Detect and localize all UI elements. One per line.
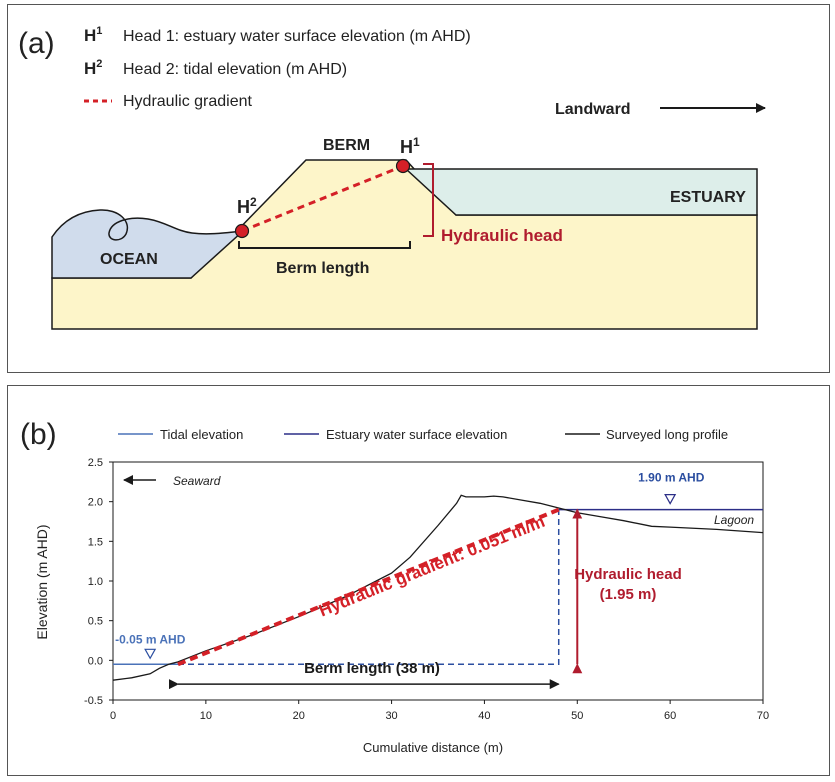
hydraulic-gradient-label: Hydraulic gradient: 0.051 m/m bbox=[316, 512, 547, 621]
hydraulic-gradient-line bbox=[177, 507, 560, 667]
y-axis-title: Elevation (m AHD) bbox=[34, 524, 50, 639]
y-tick-label: 1.0 bbox=[88, 576, 103, 588]
hydraulic-head-bracket bbox=[423, 163, 434, 237]
axes: 0 10 20 30 40 50 60 70 -0.5 0.0 0.5 1.0 1.5 2.0 2.5 bbox=[84, 457, 769, 722]
ocean-label: OCEAN bbox=[100, 251, 158, 268]
hydraulic-gradient-line bbox=[241, 164, 404, 233]
panel-a-schematic: (a) H1 Head 1: estuary water surface ele… bbox=[7, 4, 830, 373]
y-tick-label: -0.5 bbox=[84, 695, 103, 707]
legend-h2-symbol: H2 bbox=[84, 58, 102, 78]
legend-profile-text: Surveyed long profile bbox=[606, 427, 728, 442]
hydraulic-head-label: Hydraulic head bbox=[574, 566, 682, 583]
y-tick-label: 0.0 bbox=[88, 655, 103, 667]
x-tick-label: 30 bbox=[385, 710, 397, 722]
legend-tidal-text: Tidal elevation bbox=[160, 427, 243, 442]
estuary-label: ESTUARY bbox=[670, 189, 746, 206]
surveyed-profile-series bbox=[112, 494, 764, 681]
x-tick-label: 0 bbox=[110, 710, 116, 722]
h2-label: H2 bbox=[237, 195, 257, 217]
hydraulic-head-value: (1.95 m) bbox=[600, 586, 657, 603]
tidal-level-marker-icon bbox=[144, 648, 157, 660]
legend-h1-symbol: H1 bbox=[84, 25, 102, 45]
panel-a-label: (a) bbox=[18, 27, 55, 60]
x-tick-label: 60 bbox=[664, 710, 676, 722]
y-tick-label: 2.0 bbox=[88, 497, 103, 509]
h2-point bbox=[234, 223, 250, 239]
estuary-level-marker-icon bbox=[664, 493, 677, 505]
x-tick-label: 10 bbox=[200, 710, 212, 722]
hydraulic-head-label: Hydraulic head bbox=[441, 226, 563, 245]
berm-label: BERM bbox=[323, 137, 370, 154]
panel-b-chart: (b) Tidal elevation Estuary water surfac… bbox=[7, 385, 830, 776]
berm-length-bracket bbox=[238, 241, 411, 249]
h1-point bbox=[395, 158, 411, 174]
lagoon-label: Lagoon bbox=[714, 513, 754, 527]
panel-b-label: (b) bbox=[20, 418, 57, 451]
berm-length-dashed-guide bbox=[178, 509, 560, 666]
ocean-wave bbox=[51, 209, 246, 279]
x-tick-label: 40 bbox=[478, 710, 490, 722]
y-tick-label: 2.5 bbox=[88, 457, 103, 469]
schematic-diagram: (a) H1 Head 1: estuary water surface ele… bbox=[18, 25, 766, 330]
legend-gradient-text: Hydraulic gradient bbox=[123, 93, 253, 110]
estuary-water bbox=[404, 168, 758, 216]
estuary-level-label: 1.90 m AHD bbox=[638, 471, 705, 485]
legend-estuary-text: Estuary water surface elevation bbox=[326, 427, 507, 442]
elevation-profile-chart: (b) Tidal elevation Estuary water surfac… bbox=[20, 418, 769, 755]
y-tick-label: 0.5 bbox=[88, 616, 103, 628]
y-tick-label: 1.5 bbox=[88, 536, 103, 548]
x-tick-label: 70 bbox=[757, 710, 769, 722]
x-tick-label: 50 bbox=[571, 710, 583, 722]
tidal-level-label: -0.05 m AHD bbox=[115, 632, 186, 646]
berm-length-label: Berm length bbox=[276, 260, 369, 277]
legend-h1-text: Head 1: estuary water surface elevation … bbox=[123, 28, 471, 45]
x-axis-title: Cumulative distance (m) bbox=[363, 740, 503, 755]
berm-length-label: Berm length (38 m) bbox=[304, 660, 440, 677]
seaward-label: Seaward bbox=[173, 474, 221, 488]
landward-label: Landward bbox=[555, 101, 631, 118]
legend-h2-text: Head 2: tidal elevation (m AHD) bbox=[123, 61, 347, 78]
x-tick-label: 20 bbox=[293, 710, 305, 722]
h1-label: H1 bbox=[400, 135, 420, 157]
